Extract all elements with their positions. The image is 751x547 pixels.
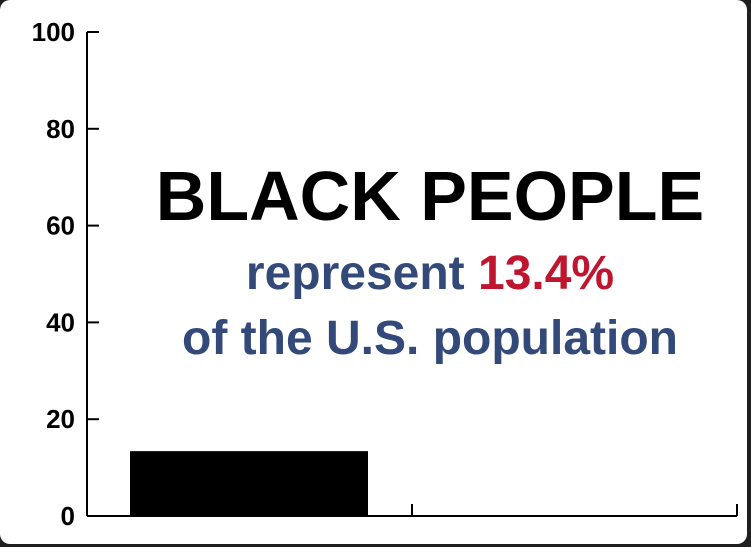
y-tick-label: 60 xyxy=(46,211,75,241)
annotation-represent-text: represent xyxy=(245,247,478,300)
bar-series xyxy=(130,451,368,516)
annotation-percent-value: 13.4% xyxy=(478,247,615,300)
annotation-headline: BLACK PEOPLE xyxy=(155,157,705,235)
bar xyxy=(130,451,368,516)
y-tick-label: 0 xyxy=(61,501,75,531)
y-tick-label: 20 xyxy=(46,404,75,434)
annotation-line-2: represent 13.4% xyxy=(130,246,730,302)
y-tick-label: 40 xyxy=(46,307,75,337)
y-tick-label: 80 xyxy=(46,114,75,144)
annotation-line-3: of the U.S. population xyxy=(182,312,678,365)
y-tick-label: 100 xyxy=(32,17,75,47)
